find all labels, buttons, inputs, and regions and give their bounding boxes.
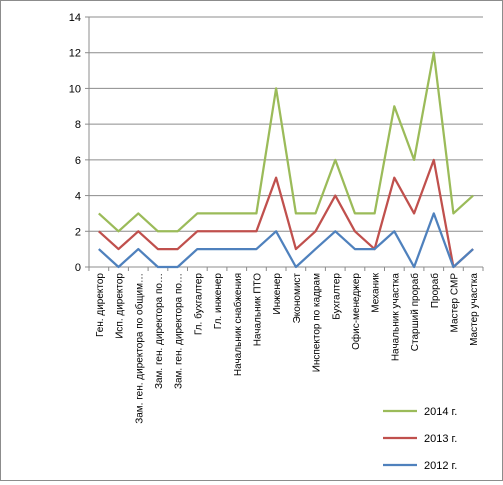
y-tick-label: 8 <box>75 119 81 131</box>
x-category-label: Бухгалтер <box>331 273 342 320</box>
y-tick-label: 0 <box>75 262 81 274</box>
x-category-label: Офис-менеджер <box>350 273 362 350</box>
y-tick-label: 4 <box>75 191 81 203</box>
x-category-label: Гл. бухгалтер <box>192 273 204 336</box>
legend-label: 2014 г. <box>424 406 457 418</box>
y-tick-label: 14 <box>69 12 81 24</box>
x-category-label: Прораб <box>429 273 441 308</box>
x-category-label: Ген. директор <box>95 273 106 337</box>
x-category-label: Исп. директор <box>115 273 126 339</box>
series-line-0 <box>98 51 474 233</box>
x-category-label: Мастер участка <box>469 273 480 346</box>
x-category-label: Старший прораб <box>409 273 421 351</box>
x-category-label: Начальник ПТО <box>252 273 263 346</box>
x-category-label: Зам. ген. директора по… <box>174 273 185 389</box>
series-line-1 <box>98 158 474 269</box>
x-category-label: Мастер СМР <box>449 273 460 333</box>
series-line-2 <box>98 212 474 269</box>
x-category-label: Зам. ген. директора по… <box>154 273 165 389</box>
x-category-label: Начальник снабжения <box>232 273 244 376</box>
legend: 2014 г. 2013 г. 2012 г. <box>383 406 457 472</box>
x-category-label: Начальник участка <box>390 273 401 362</box>
x-category-label: Зам. ген. директора по общим… <box>133 273 145 424</box>
axes <box>85 16 484 271</box>
y-axis-tick-labels: 0 2 4 6 8 10 12 14 <box>69 12 81 274</box>
legend-label: 2012 г. <box>424 460 457 472</box>
legend-label: 2013 г. <box>424 433 457 445</box>
x-category-label: Инженер <box>272 273 283 315</box>
y-tick-label: 10 <box>69 83 81 95</box>
x-category-label: Механик <box>371 272 382 312</box>
y-tick-label: 12 <box>69 48 81 60</box>
x-category-label: Экономист <box>292 273 303 324</box>
y-tick-label: 2 <box>75 226 81 238</box>
x-category-label: Инспектор по кадрам <box>312 273 323 372</box>
series-lines <box>98 51 474 269</box>
x-category-label: Гл. инженер <box>213 273 224 330</box>
x-axis-category-labels: Ген. директор Исп. директор Зам. ген. дире… <box>95 272 480 423</box>
y-tick-label: 6 <box>75 155 81 167</box>
gridlines <box>89 16 483 232</box>
